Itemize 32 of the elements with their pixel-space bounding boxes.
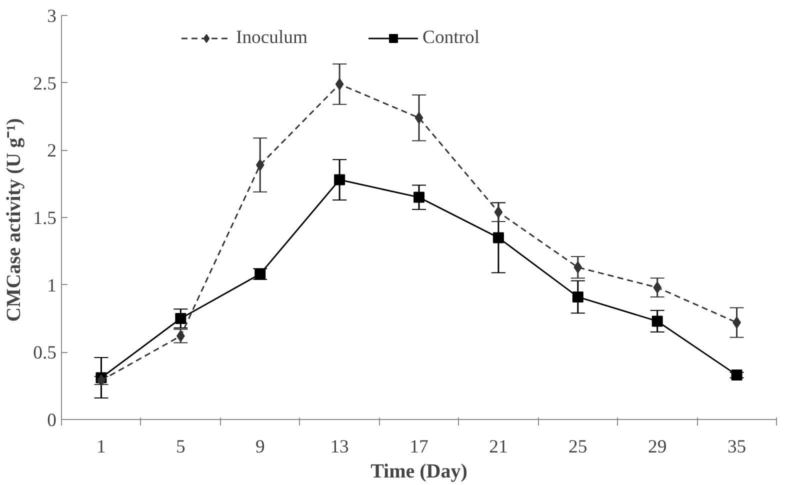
x-tick-label: 35: [727, 436, 746, 458]
y-axis-title: CMCase activity (U g⁻¹): [3, 118, 26, 322]
y-tick-label: 0.5: [33, 342, 57, 364]
x-axis-title: Time (Day): [370, 460, 468, 482]
point: [414, 192, 424, 203]
point: [494, 206, 503, 218]
point: [574, 261, 582, 274]
y-tick-label: 3: [47, 6, 56, 27]
point: [731, 370, 742, 381]
point: [175, 313, 186, 324]
point: [335, 78, 344, 90]
x-tick-label: 1: [96, 436, 106, 458]
y-tick-label: 1: [47, 275, 56, 296]
x-tick-label: 25: [568, 436, 588, 458]
x-tick-label: 5: [176, 436, 186, 458]
point: [256, 158, 264, 171]
y-tick-label: 0: [47, 410, 56, 431]
y-tick-label: 2.5: [33, 73, 57, 94]
x-tick-label: 9: [255, 436, 265, 458]
x-tick-label: 21: [489, 436, 508, 458]
point: [652, 316, 663, 327]
x-tick-label: 29: [648, 436, 667, 458]
point: [572, 291, 584, 302]
point: [414, 112, 424, 124]
point: [334, 174, 346, 186]
point: [492, 232, 504, 244]
y-tick-label: 1.5: [33, 208, 57, 229]
y-tick-label: 2: [47, 140, 56, 162]
x-tick-label: 17: [410, 436, 428, 458]
legend-label: Control: [422, 27, 480, 49]
legend-label: Inoculum: [236, 27, 308, 49]
x-tick-label: 13: [330, 436, 349, 458]
